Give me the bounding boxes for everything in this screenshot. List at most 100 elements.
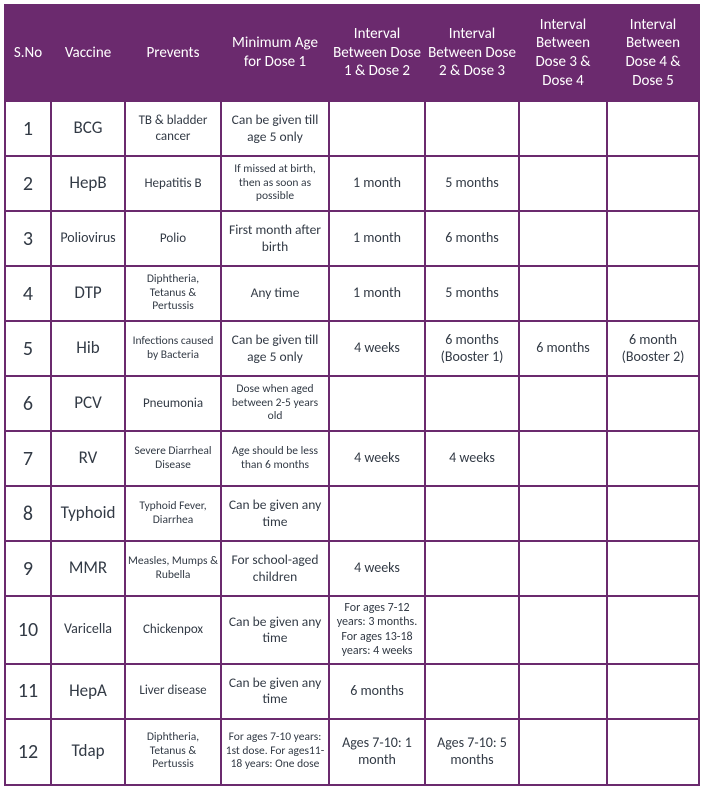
cell-vaccine: RV	[51, 431, 125, 486]
cell-interval-2-3	[425, 596, 519, 664]
cell-interval-3-4: 6 months	[519, 321, 607, 376]
cell-interval-4-5	[607, 596, 699, 664]
cell-interval-1-2	[329, 376, 425, 431]
cell-interval-3-4	[519, 596, 607, 664]
cell-prevents: Infections caused by Bacteria	[125, 321, 221, 376]
cell-interval-4-5	[607, 376, 699, 431]
cell-minage: Can be given till age 5 only	[221, 321, 329, 376]
cell-interval-4-5: 6 month (Booster 2)	[607, 321, 699, 376]
cell-interval-4-5	[607, 541, 699, 596]
cell-vaccine: HepB	[51, 156, 125, 211]
cell-interval-4-5	[607, 486, 699, 541]
cell-sno: 11	[5, 664, 51, 719]
cell-interval-1-2: 4 weeks	[329, 541, 425, 596]
header-minage: Minimum Age for Dose 1	[221, 5, 329, 101]
cell-prevents: Pneumonia	[125, 376, 221, 431]
cell-interval-1-2: 1 month	[329, 266, 425, 321]
cell-interval-3-4	[519, 156, 607, 211]
table-row: 12TdapDiphtheria, Tetanus & PertussisFor…	[5, 719, 699, 785]
header-interval-3-4: Interval Between Dose 3 & Dose 4	[519, 5, 607, 101]
cell-minage: Can be given any time	[221, 664, 329, 719]
cell-sno: 2	[5, 156, 51, 211]
cell-prevents: Severe Diarrheal Disease	[125, 431, 221, 486]
cell-interval-2-3: 6 months	[425, 211, 519, 266]
cell-prevents: Diphtheria, Tetanus & Pertussis	[125, 719, 221, 785]
cell-sno: 10	[5, 596, 51, 664]
cell-interval-2-3: 4 weeks	[425, 431, 519, 486]
cell-vaccine: PCV	[51, 376, 125, 431]
cell-interval-1-2: Ages 7-10: 1 month	[329, 719, 425, 785]
cell-prevents: TB & bladder cancer	[125, 101, 221, 156]
cell-vaccine: Poliovirus	[51, 211, 125, 266]
cell-vaccine: Hib	[51, 321, 125, 376]
cell-interval-4-5	[607, 719, 699, 785]
cell-vaccine: MMR	[51, 541, 125, 596]
cell-vaccine: BCG	[51, 101, 125, 156]
cell-interval-3-4	[519, 266, 607, 321]
header-row: S.No Vaccine Prevents Minimum Age for Do…	[5, 5, 699, 101]
cell-interval-4-5	[607, 101, 699, 156]
cell-sno: 3	[5, 211, 51, 266]
table-row: 5HibInfections caused by BacteriaCan be …	[5, 321, 699, 376]
cell-minage: Any time	[221, 266, 329, 321]
cell-interval-3-4	[519, 719, 607, 785]
cell-minage: Age should be less than 6 months	[221, 431, 329, 486]
cell-interval-2-3: 5 months	[425, 156, 519, 211]
header-interval-2-3: Interval Between Dose 2 & Dose 3	[425, 5, 519, 101]
cell-minage: If missed at birth, then as soon as poss…	[221, 156, 329, 211]
cell-interval-1-2: 4 weeks	[329, 431, 425, 486]
header-interval-4-5: Interval Between Dose 4 & Dose 5	[607, 5, 699, 101]
table-row: 6PCVPneumoniaDose when aged between 2-5 …	[5, 376, 699, 431]
table-row: 7RVSevere Diarrheal DiseaseAge should be…	[5, 431, 699, 486]
cell-interval-1-2: For ages 7-12 years: 3 months. For ages …	[329, 596, 425, 664]
cell-interval-1-2: 1 month	[329, 211, 425, 266]
table-body: 1BCGTB & bladder cancerCan be given till…	[5, 101, 699, 785]
cell-vaccine: HepA	[51, 664, 125, 719]
table-row: 3PoliovirusPolioFirst month after birth1…	[5, 211, 699, 266]
cell-interval-3-4	[519, 211, 607, 266]
cell-interval-3-4	[519, 101, 607, 156]
table-row: 4DTPDiphtheria, Tetanus & PertussisAny t…	[5, 266, 699, 321]
cell-sno: 9	[5, 541, 51, 596]
table-row: 9MMRMeasles, Mumps & RubellaFor school-a…	[5, 541, 699, 596]
cell-interval-4-5	[607, 211, 699, 266]
cell-minage: Dose when aged between 2-5 years old	[221, 376, 329, 431]
cell-vaccine: Tdap	[51, 719, 125, 785]
table-row: 2HepBHepatitis BIf missed at birth, then…	[5, 156, 699, 211]
cell-interval-3-4	[519, 431, 607, 486]
cell-sno: 7	[5, 431, 51, 486]
table-header: S.No Vaccine Prevents Minimum Age for Do…	[5, 5, 699, 101]
cell-minage: Can be given any time	[221, 486, 329, 541]
cell-prevents: Measles, Mumps & Rubella	[125, 541, 221, 596]
cell-interval-3-4	[519, 541, 607, 596]
cell-prevents: Hepatitis B	[125, 156, 221, 211]
header-sno: S.No	[5, 5, 51, 101]
cell-prevents: Diphtheria, Tetanus & Pertussis	[125, 266, 221, 321]
table-row: 11HepALiver diseaseCan be given any time…	[5, 664, 699, 719]
cell-sno: 6	[5, 376, 51, 431]
cell-interval-2-3: Ages 7-10: 5 months	[425, 719, 519, 785]
cell-minage: For school-aged children	[221, 541, 329, 596]
cell-prevents: Liver disease	[125, 664, 221, 719]
cell-interval-1-2: 1 month	[329, 156, 425, 211]
cell-interval-3-4	[519, 376, 607, 431]
cell-interval-1-2	[329, 101, 425, 156]
vaccine-schedule-table: S.No Vaccine Prevents Minimum Age for Do…	[4, 4, 700, 786]
table-row: 8TyphoidTyphoid Fever, DiarrheaCan be gi…	[5, 486, 699, 541]
cell-prevents: Chickenpox	[125, 596, 221, 664]
cell-sno: 8	[5, 486, 51, 541]
cell-sno: 1	[5, 101, 51, 156]
cell-interval-1-2: 6 months	[329, 664, 425, 719]
cell-minage: First month after birth	[221, 211, 329, 266]
cell-interval-2-3: 6 months (Booster 1)	[425, 321, 519, 376]
cell-interval-4-5	[607, 266, 699, 321]
cell-interval-4-5	[607, 431, 699, 486]
cell-vaccine: Varicella	[51, 596, 125, 664]
cell-vaccine: DTP	[51, 266, 125, 321]
cell-minage: Can be given till age 5 only	[221, 101, 329, 156]
cell-minage: For ages 7-10 years: 1st dose. For ages1…	[221, 719, 329, 785]
header-prevents: Prevents	[125, 5, 221, 101]
cell-sno: 12	[5, 719, 51, 785]
cell-interval-4-5	[607, 664, 699, 719]
cell-interval-1-2: 4 weeks	[329, 321, 425, 376]
